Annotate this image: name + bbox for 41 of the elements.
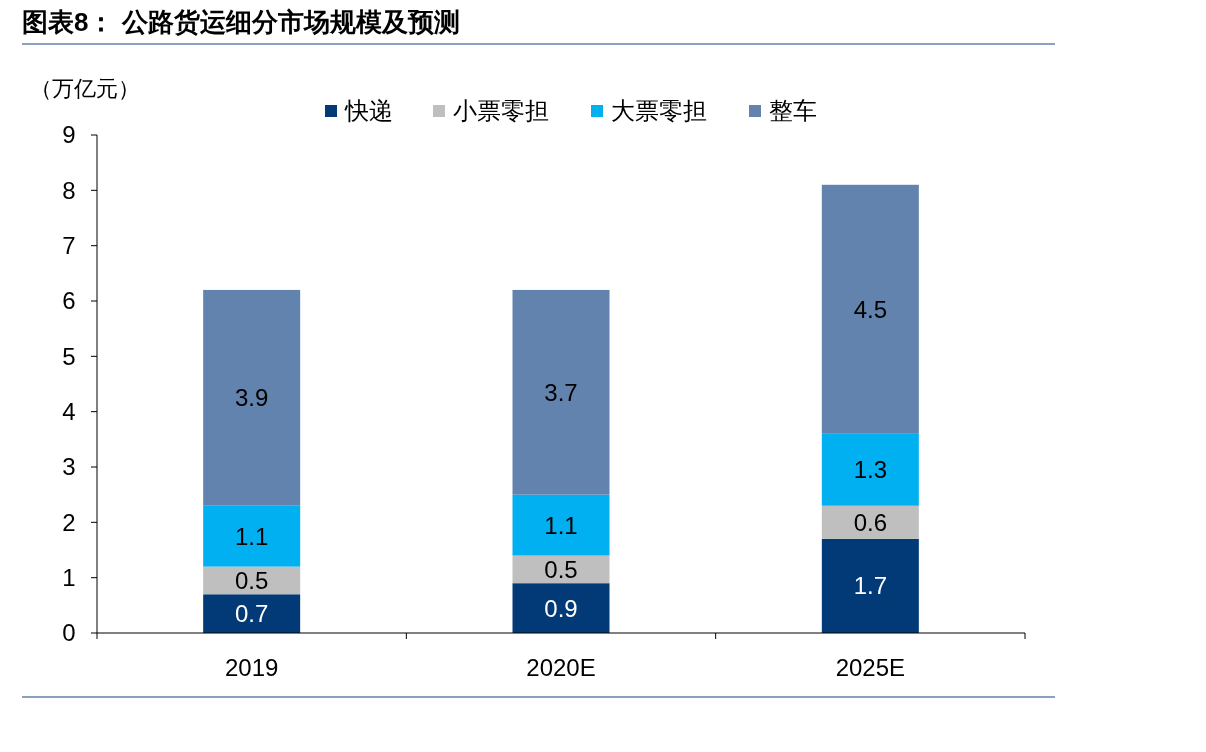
data-label: 0.5 xyxy=(544,555,578,583)
y-tick-label: 7 xyxy=(62,232,76,260)
legend-label: 大票零担 xyxy=(611,97,707,125)
y-tick-label: 8 xyxy=(62,176,76,204)
y-tick-label: 3 xyxy=(62,453,76,481)
bar xyxy=(512,494,610,556)
bar xyxy=(821,505,919,539)
y-tick-label: 9 xyxy=(62,121,76,149)
legend-label: 快递 xyxy=(344,97,393,125)
data-label: 0.6 xyxy=(853,508,888,536)
data-label: 0.7 xyxy=(234,600,269,628)
legend-label: 整车 xyxy=(769,97,817,125)
y-tick-label: 5 xyxy=(62,342,76,370)
data-label: 0.9 xyxy=(544,594,578,622)
data-label: 3.9 xyxy=(234,384,269,412)
x-tick-label: 2020E xyxy=(526,654,596,682)
data-label: 1.1 xyxy=(234,522,269,550)
chart-title: 图表8： 公路货运细分市场规模及预测 xyxy=(22,7,460,38)
data-label: 1.3 xyxy=(853,456,888,484)
bar xyxy=(203,289,301,506)
bar xyxy=(203,505,301,567)
data-label: 3.7 xyxy=(544,378,578,406)
legend-label: 小票零担 xyxy=(453,97,549,125)
bar xyxy=(203,594,301,633)
y-tick-label: 0 xyxy=(62,619,76,647)
data-label: 4.5 xyxy=(853,295,888,323)
bar xyxy=(512,289,610,495)
y-axis-title: （万亿元） xyxy=(30,75,140,101)
x-tick-label: 2025E xyxy=(835,654,906,682)
data-label: 0.5 xyxy=(234,566,269,594)
data-label: 1.7 xyxy=(853,572,888,600)
bar xyxy=(821,184,919,434)
bar xyxy=(821,538,919,633)
y-tick-label: 6 xyxy=(62,287,76,315)
bar xyxy=(512,583,610,633)
y-tick-label: 2 xyxy=(62,508,76,536)
y-tick-label: 1 xyxy=(62,564,76,592)
y-tick-label: 4 xyxy=(62,398,76,426)
x-tick-label: 2019 xyxy=(224,654,279,682)
data-label: 1.1 xyxy=(544,511,578,539)
bar xyxy=(821,433,919,506)
